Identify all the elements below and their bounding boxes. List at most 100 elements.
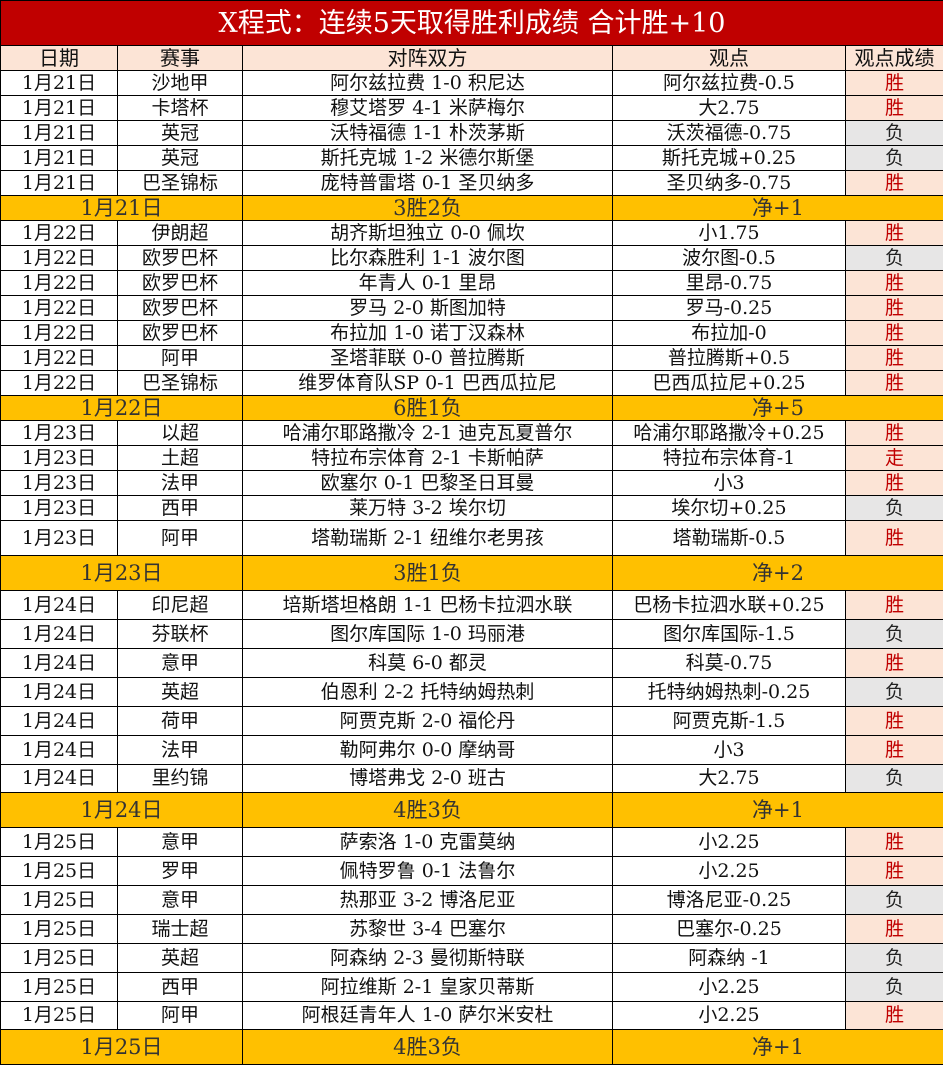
cell-league: 欧罗巴杯 (118, 271, 243, 296)
cell-league: 意甲 (118, 886, 243, 915)
cell-league: 意甲 (118, 828, 243, 857)
cell-match: 图尔库国际 1-0 玛丽港 (243, 620, 613, 649)
cell-result: 负 (846, 678, 943, 707)
cell-result: 负 (846, 620, 943, 649)
cell-pick: 巴西瓜拉尼+0.25 (613, 371, 846, 396)
summary-net: 净+5 (613, 396, 943, 421)
cell-match: 博塔弗戈 2-0 班古 (243, 765, 613, 793)
cell-date: 1月25日 (1, 886, 118, 915)
cell-pick: 小2.25 (613, 973, 846, 1002)
cell-match: 苏黎世 3-4 巴塞尔 (243, 915, 613, 944)
cell-pick: 巴塞尔-0.25 (613, 915, 846, 944)
header-result: 观点成绩 (846, 46, 943, 71)
cell-league: 欧罗巴杯 (118, 321, 243, 346)
cell-league: 伊朗超 (118, 221, 243, 246)
cell-match: 维罗体育队SP 0-1 巴西瓜拉尼 (243, 371, 613, 396)
cell-result: 胜 (846, 171, 943, 196)
cell-league: 荷甲 (118, 707, 243, 736)
cell-date: 1月23日 (1, 421, 118, 446)
cell-pick: 小3 (613, 471, 846, 496)
cell-match: 欧塞尔 0-1 巴黎圣日耳曼 (243, 471, 613, 496)
cell-match: 阿森纳 2-3 曼彻斯特联 (243, 944, 613, 973)
cell-pick: 埃尔切+0.25 (613, 496, 846, 521)
summary-date: 1月25日 (1, 1030, 243, 1065)
cell-match: 莱万特 3-2 埃尔切 (243, 496, 613, 521)
cell-match: 塔勒瑞斯 2-1 纽维尔老男孩 (243, 521, 613, 556)
cell-date: 1月24日 (1, 591, 118, 620)
cell-pick: 阿贾克斯-1.5 (613, 707, 846, 736)
cell-result: 胜 (846, 471, 943, 496)
cell-pick: 小3 (613, 736, 846, 765)
cell-league: 巴圣锦标 (118, 171, 243, 196)
cell-result: 胜 (846, 271, 943, 296)
cell-league: 阿甲 (118, 521, 243, 556)
cell-date: 1月25日 (1, 828, 118, 857)
cell-result: 胜 (846, 591, 943, 620)
summary-record: 4胜3负 (243, 793, 613, 828)
cell-result: 胜 (846, 649, 943, 678)
cell-pick: 斯托克城+0.25 (613, 146, 846, 171)
cell-result: 胜 (846, 96, 943, 121)
cell-pick: 里昂-0.75 (613, 271, 846, 296)
cell-result: 胜 (846, 828, 943, 857)
cell-pick: 塔勒瑞斯-0.5 (613, 521, 846, 556)
summary-date: 1月22日 (1, 396, 243, 421)
cell-match: 萨索洛 1-0 克雷莫纳 (243, 828, 613, 857)
cell-result: 负 (846, 765, 943, 793)
cell-pick: 科莫-0.75 (613, 649, 846, 678)
summary-net: 净+1 (613, 1030, 943, 1065)
summary-date: 1月21日 (1, 196, 243, 221)
cell-result: 胜 (846, 521, 943, 556)
cell-league: 欧罗巴杯 (118, 246, 243, 271)
cell-match: 热那亚 3-2 博洛尼亚 (243, 886, 613, 915)
cell-result: 负 (846, 973, 943, 1002)
header-pick: 观点 (613, 46, 846, 71)
cell-date: 1月24日 (1, 707, 118, 736)
summary-record: 6胜1负 (243, 396, 613, 421)
cell-match: 圣塔菲联 0-0 普拉腾斯 (243, 346, 613, 371)
summary-date: 1月24日 (1, 793, 243, 828)
cell-pick: 圣贝纳多-0.75 (613, 171, 846, 196)
cell-result: 负 (846, 146, 943, 171)
cell-date: 1月24日 (1, 765, 118, 793)
cell-date: 1月25日 (1, 944, 118, 973)
header-league: 赛事 (118, 46, 243, 71)
cell-league: 法甲 (118, 471, 243, 496)
cell-pick: 特拉布宗体育-1 (613, 446, 846, 471)
cell-league: 巴圣锦标 (118, 371, 243, 396)
cell-pick: 博洛尼亚-0.25 (613, 886, 846, 915)
cell-pick: 小1.75 (613, 221, 846, 246)
cell-league: 瑞士超 (118, 915, 243, 944)
cell-match: 阿尔兹拉费 1-0 积尼达 (243, 71, 613, 96)
cell-match: 年青人 0-1 里昂 (243, 271, 613, 296)
cell-league: 西甲 (118, 973, 243, 1002)
cell-date: 1月22日 (1, 246, 118, 271)
cell-pick: 大2.75 (613, 765, 846, 793)
cell-league: 英冠 (118, 146, 243, 171)
cell-date: 1月24日 (1, 620, 118, 649)
title-row: X程式：连续5天取得胜利成绩 合计胜+10 (1, 1, 943, 46)
cell-date: 1月22日 (1, 321, 118, 346)
cell-match: 勒阿弗尔 0-0 摩纳哥 (243, 736, 613, 765)
cell-date: 1月25日 (1, 1002, 118, 1030)
cell-match: 培斯塔坦格朗 1-1 巴杨卡拉泗水联 (243, 591, 613, 620)
summary-net: 净+1 (613, 196, 943, 221)
summary-record: 4胜3负 (243, 1030, 613, 1065)
cell-pick: 大2.75 (613, 96, 846, 121)
cell-match: 布拉加 1-0 诺丁汉森林 (243, 321, 613, 346)
cell-match: 阿拉维斯 2-1 皇家贝蒂斯 (243, 973, 613, 1002)
cell-match: 庞特普雷塔 0-1 圣贝纳多 (243, 171, 613, 196)
cell-result: 负 (846, 886, 943, 915)
